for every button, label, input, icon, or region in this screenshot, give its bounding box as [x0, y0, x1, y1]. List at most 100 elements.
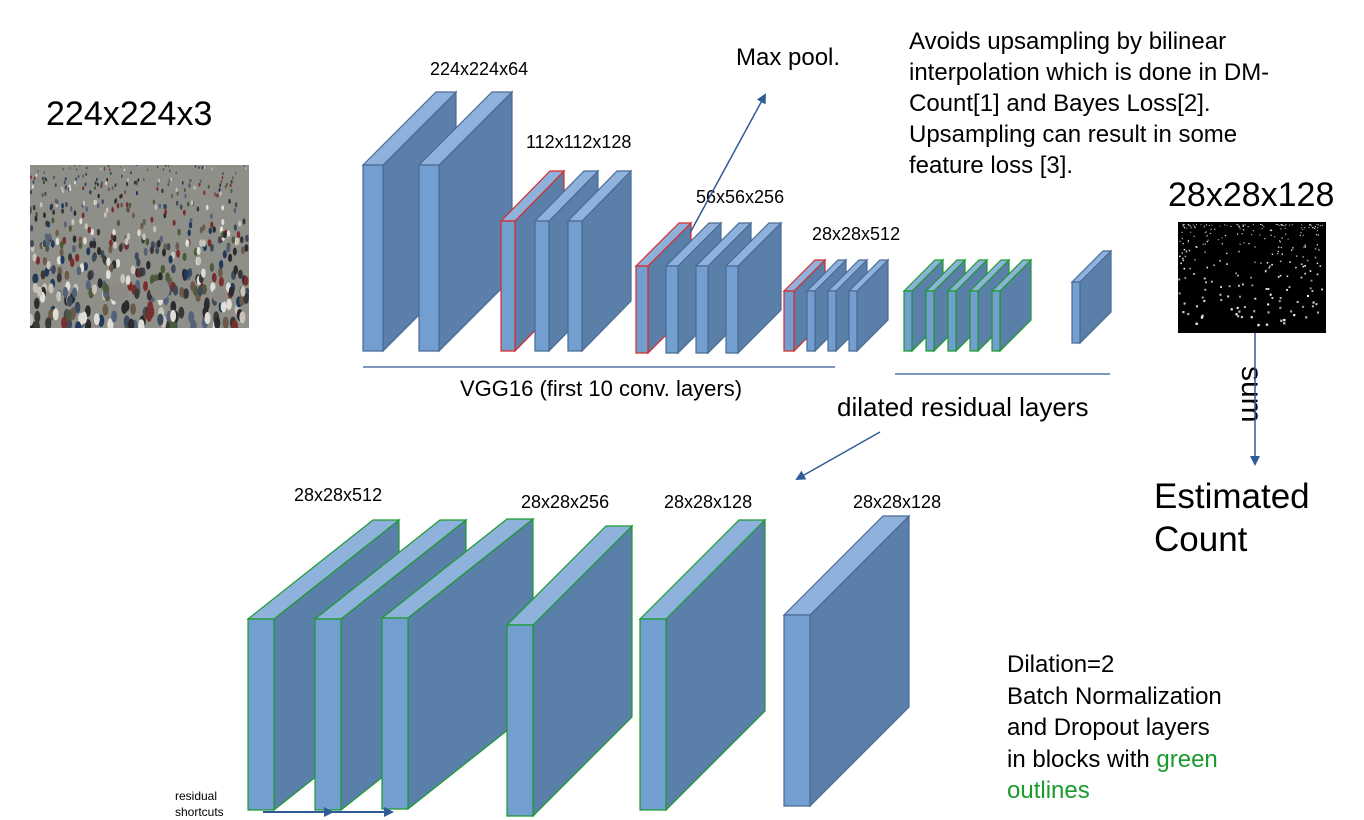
output-dims-label: 28x28x128	[1168, 176, 1335, 214]
density-point	[1293, 314, 1296, 317]
density-point	[1296, 300, 1299, 303]
crowd-person	[51, 265, 56, 275]
crowd-person	[111, 186, 114, 191]
residual-small-3-front	[947, 290, 957, 352]
density-point	[1263, 226, 1265, 228]
density-point	[1280, 224, 1282, 226]
crowd-person	[81, 212, 85, 219]
residual-expand-arrow	[795, 431, 881, 480]
crowd-person	[226, 244, 231, 253]
density-point	[1220, 286, 1222, 288]
crowd-person	[56, 256, 61, 265]
density-point	[1261, 228, 1263, 230]
crowd-person	[156, 165, 159, 169]
density-point	[1290, 310, 1293, 313]
density-point	[1181, 237, 1183, 240]
crowd-person	[45, 317, 52, 328]
crowd-person	[214, 316, 221, 328]
density-point	[1242, 283, 1244, 286]
density-point	[1193, 235, 1195, 237]
density-point	[1278, 300, 1281, 303]
density-point	[1252, 230, 1254, 232]
density-point	[1192, 224, 1194, 226]
density-point	[1270, 229, 1272, 231]
crowd-person	[121, 165, 123, 167]
crowd-person	[171, 193, 174, 199]
density-point	[1206, 235, 1208, 237]
crowd-person	[235, 237, 240, 245]
crowd-person	[222, 172, 224, 175]
note-line-2: interpolation which is done in DM-	[909, 59, 1270, 86]
density-point	[1280, 224, 1282, 225]
crowd-person	[219, 191, 222, 196]
crowd-person	[69, 187, 72, 192]
crowd-person	[83, 262, 88, 271]
legend-line-5: outlines	[1007, 777, 1090, 804]
density-point	[1230, 225, 1232, 227]
density-point	[1238, 250, 1240, 253]
density-point	[1275, 224, 1277, 226]
crowd-person	[96, 203, 100, 209]
crowd-person	[32, 180, 35, 184]
crowd-person	[77, 175, 80, 179]
density-point	[1251, 284, 1254, 287]
density-point	[1252, 224, 1254, 226]
density-point	[1267, 288, 1270, 290]
density-point	[1196, 246, 1198, 248]
residual-dim-2: 28x28x256	[521, 492, 610, 512]
crowd-person	[39, 202, 43, 208]
density-point	[1285, 225, 1287, 227]
density-point	[1266, 262, 1269, 264]
density-point	[1189, 267, 1191, 270]
crowd-person	[86, 247, 91, 256]
crowd-person	[162, 168, 165, 171]
density-point	[1224, 234, 1227, 237]
density-point	[1291, 224, 1293, 226]
density-point	[1226, 263, 1228, 265]
crowd-person	[190, 200, 194, 206]
crowd-person	[175, 187, 178, 192]
crowd-person	[147, 301, 154, 313]
density-point	[1265, 288, 1268, 290]
conv-block-3b-front	[695, 265, 709, 354]
crowd-person	[73, 210, 77, 216]
crowd-person	[105, 269, 111, 280]
density-point	[1236, 315, 1240, 318]
crowd-person	[61, 208, 64, 214]
note-line-1: Avoids upsampling by bilinear	[909, 28, 1227, 55]
crowd-person	[199, 239, 203, 247]
crowd-person	[240, 286, 246, 297]
density-point	[1265, 323, 1269, 326]
crowd-person	[244, 244, 249, 252]
density-point	[1291, 249, 1293, 251]
crowd-person	[158, 203, 162, 209]
crowd-person	[94, 181, 97, 185]
density-point	[1236, 306, 1239, 309]
conv-block-4c	[847, 258, 890, 353]
crowd-person	[201, 284, 207, 295]
crowd-person	[30, 206, 32, 212]
maxpool-block-3-front	[635, 265, 649, 354]
crowd-person	[128, 202, 132, 208]
crowd-person	[208, 227, 212, 235]
density-point	[1277, 276, 1280, 278]
conv-block-2b	[566, 169, 633, 353]
density-point	[1205, 281, 1207, 284]
crowd-person	[226, 298, 232, 311]
density-point	[1183, 225, 1184, 227]
legend-green-word: green	[1156, 745, 1218, 773]
crowd-person	[150, 216, 154, 223]
crowd-person	[66, 295, 73, 307]
crowd-person	[150, 274, 155, 285]
density-point	[1279, 306, 1282, 309]
density-point	[1277, 250, 1279, 253]
density-point	[1204, 251, 1206, 253]
density-point	[1281, 224, 1283, 226]
crowd-person	[82, 200, 86, 206]
density-point	[1283, 318, 1286, 322]
density-point	[1182, 311, 1185, 314]
crowd-person	[199, 179, 202, 183]
crowd-person	[199, 226, 204, 234]
crowd-person	[143, 281, 148, 292]
crowd-person	[221, 205, 224, 211]
